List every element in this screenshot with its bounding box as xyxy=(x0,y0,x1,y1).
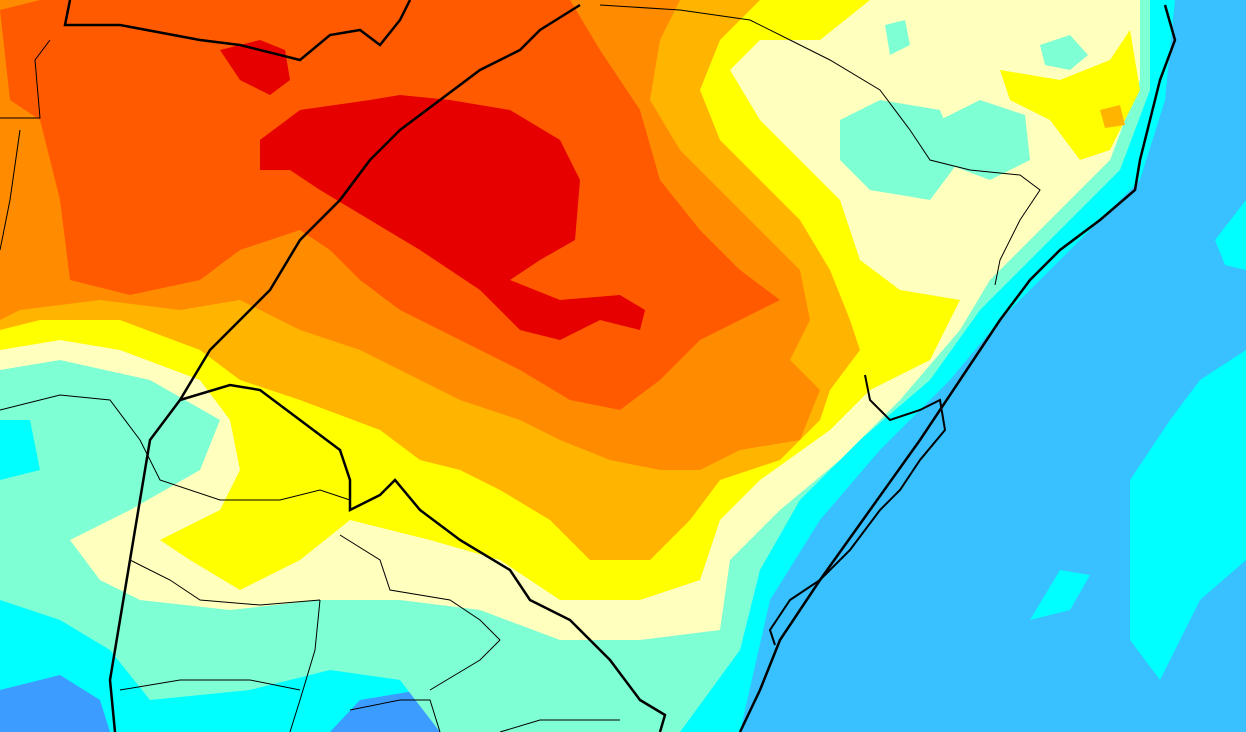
contour-blue xyxy=(0,675,110,732)
contour-cyan xyxy=(1030,570,1090,620)
contour-cyan xyxy=(1215,200,1246,270)
contour-aquamarine xyxy=(940,100,1030,180)
state-border xyxy=(0,39,51,251)
contour-aquamarine xyxy=(840,100,960,200)
contour-light-orange xyxy=(1100,105,1125,128)
borders xyxy=(0,0,1177,732)
state-border xyxy=(179,383,667,732)
contour-aquamarine xyxy=(1040,35,1088,70)
coastline xyxy=(738,4,1177,732)
state-border xyxy=(129,534,501,732)
contour-cyan xyxy=(1130,350,1246,680)
lagoon-shore xyxy=(768,374,947,646)
contour-red xyxy=(260,95,645,340)
state-border xyxy=(63,0,412,62)
contour-aquamarine xyxy=(885,20,910,55)
state-border xyxy=(0,394,351,501)
state-border xyxy=(119,639,620,732)
state-border xyxy=(599,4,1041,286)
